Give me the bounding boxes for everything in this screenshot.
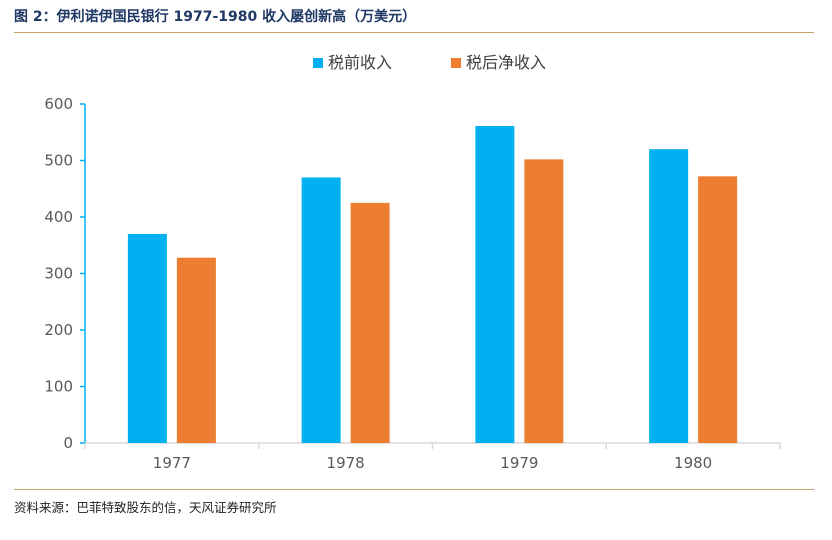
- bar-pretax-1979: [475, 126, 515, 443]
- x-tick-label: 1980: [674, 454, 712, 472]
- y-tick-label: 600: [44, 95, 73, 113]
- legend-label: 税后净收入: [466, 53, 546, 72]
- y-tick-label: 500: [44, 152, 73, 170]
- source-note: 资料来源：巴菲特致股东的信，天风证券研究所: [14, 500, 277, 515]
- chart-title: 图 2：伊利诺伊国民银行 1977-1980 收入屡创新高（万美元）: [14, 9, 417, 25]
- bar-pretax-1977: [127, 233, 167, 443]
- x-axis: 1977 1978 1979 1980: [84, 442, 781, 472]
- bars: [127, 126, 738, 443]
- bar-pretax-1980: [649, 149, 689, 443]
- legend: 税前收入 税后净收入: [313, 53, 546, 72]
- y-axis: 0 100 200 300 400 500 600: [44, 95, 86, 452]
- legend-label: 税前收入: [328, 53, 392, 72]
- y-tick-label: 300: [44, 265, 73, 283]
- bar-net-1977: [176, 257, 216, 443]
- bar-net-1979: [524, 159, 564, 443]
- x-tick-label: 1977: [153, 454, 191, 472]
- x-tick-label: 1978: [327, 454, 365, 472]
- title-divider: [14, 32, 814, 33]
- y-tick-label: 200: [44, 321, 73, 339]
- y-tick-label: 0: [63, 434, 73, 452]
- legend-swatch: [313, 58, 323, 68]
- y-tick-label: 100: [44, 378, 73, 396]
- source-divider: [14, 489, 814, 490]
- bar-net-1978: [350, 202, 390, 443]
- legend-swatch: [451, 58, 461, 68]
- bar-net-1980: [698, 176, 738, 443]
- bar-pretax-1978: [301, 177, 341, 443]
- y-tick-label: 400: [44, 208, 73, 226]
- x-tick-label: 1979: [500, 454, 538, 472]
